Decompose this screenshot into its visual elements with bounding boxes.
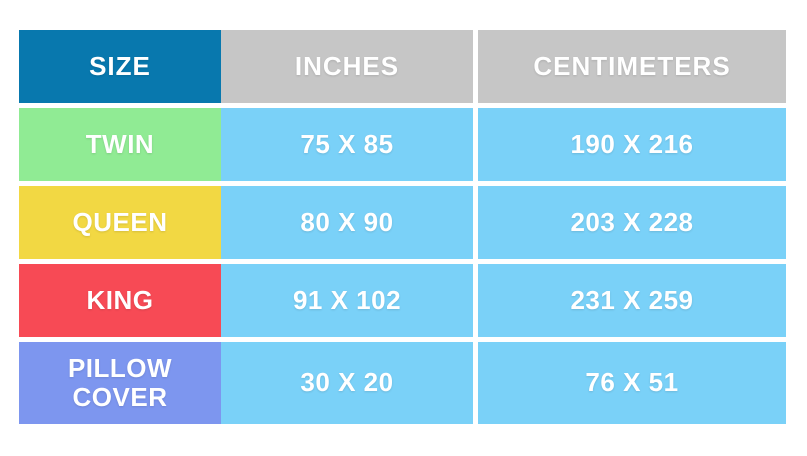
header-label-centimeters: CENTIMETERS — [533, 50, 731, 81]
size-label: PILLOW COVER — [67, 352, 173, 412]
table-row: KING 91 X 102 231 X 259 — [19, 264, 786, 337]
table-row: PILLOW COVER 30 X 20 76 X 51 — [19, 342, 786, 424]
inches-value: 91 X 102 — [292, 284, 402, 315]
inches-value: 30 X 20 — [300, 367, 394, 398]
table-row: TWIN 75 X 85 190 X 216 — [19, 108, 786, 181]
header-label-inches: INCHES — [294, 50, 400, 81]
inches-cell: 75 X 85 — [221, 108, 473, 181]
centimeters-value: 190 X 216 — [570, 128, 694, 159]
size-label: QUEEN — [72, 206, 168, 237]
inches-value: 75 X 85 — [300, 128, 394, 159]
inches-cell: 80 X 90 — [221, 186, 473, 259]
inches-value: 80 X 90 — [300, 206, 394, 237]
header-cell-size: SIZE — [19, 30, 221, 103]
centimeters-cell: 203 X 228 — [478, 186, 786, 259]
size-label: KING — [86, 284, 154, 315]
inches-cell: 30 X 20 — [221, 342, 473, 424]
size-cell: PILLOW COVER — [19, 342, 221, 424]
header-cell-centimeters: CENTIMETERS — [478, 30, 786, 103]
header-cell-inches: INCHES — [221, 30, 473, 103]
size-cell: QUEEN — [19, 186, 221, 259]
centimeters-cell: 190 X 216 — [478, 108, 786, 181]
inches-cell: 91 X 102 — [221, 264, 473, 337]
table-header-row: SIZE INCHES CENTIMETERS — [19, 30, 786, 103]
centimeters-value: 76 X 51 — [585, 367, 679, 398]
centimeters-cell: 231 X 259 — [478, 264, 786, 337]
header-label-size: SIZE — [89, 50, 151, 81]
table-row: QUEEN 80 X 90 203 X 228 — [19, 186, 786, 259]
centimeters-value: 203 X 228 — [570, 206, 694, 237]
size-chart-table: SIZE INCHES CENTIMETERS TWIN 75 X 85 190… — [19, 30, 786, 429]
size-label: TWIN — [85, 128, 155, 159]
size-cell: KING — [19, 264, 221, 337]
centimeters-cell: 76 X 51 — [478, 342, 786, 424]
table-body: TWIN 75 X 85 190 X 216 QUEEN 80 X 90 203… — [19, 108, 786, 424]
size-cell: TWIN — [19, 108, 221, 181]
centimeters-value: 231 X 259 — [570, 284, 694, 315]
